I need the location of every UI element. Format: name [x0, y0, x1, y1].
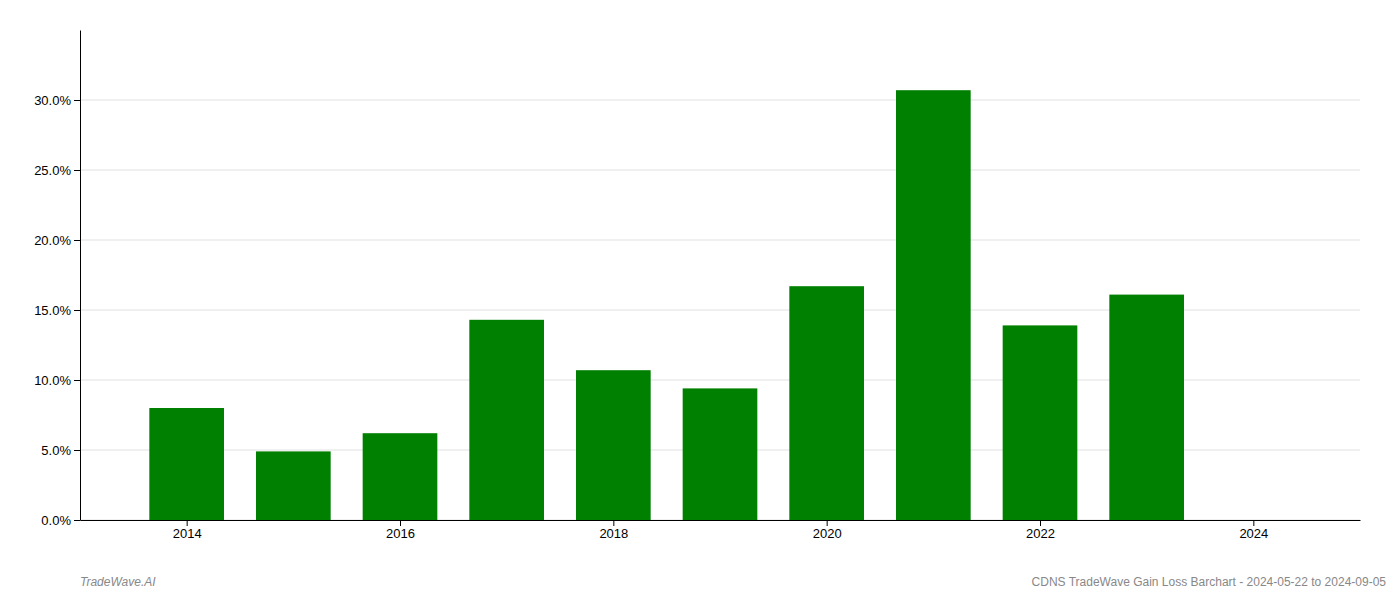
y-axis: 0.0% 5.0% 10.0% 15.0% 20.0% 25.0% 30.0% [34, 31, 80, 528]
x-tick-mark [1040, 520, 1041, 526]
y-tick-mark [74, 520, 80, 521]
y-tick: 15.0% [34, 303, 80, 318]
bar [149, 408, 224, 520]
y-tick-label: 25.0% [34, 163, 71, 178]
y-tick-label: 15.0% [34, 303, 71, 318]
y-tick-label: 5.0% [41, 443, 71, 458]
grid-line [80, 100, 1360, 101]
y-tick-mark [74, 240, 80, 241]
x-axis: 2014 2016 2018 2020 2022 2024 [81, 520, 1361, 541]
x-tick-mark [187, 520, 188, 526]
x-tick: 2022 [1026, 520, 1055, 541]
grid [80, 100, 1360, 520]
chart: 2014 2016 2018 2020 2022 2024 0.0% 5.0% 10.0% 15.… [0, 0, 1400, 600]
annotation: TradeWave.AI [80, 575, 156, 589]
grid-line [80, 170, 1360, 171]
y-tick-label: 30.0% [34, 93, 71, 108]
x-tick-label: 2014 [173, 526, 202, 541]
bar [896, 90, 971, 520]
y-tick-mark [74, 450, 80, 451]
y-tick: 10.0% [34, 373, 80, 388]
x-tick-label: 2016 [386, 526, 415, 541]
y-axis-line [80, 31, 81, 521]
x-tick-label: 2022 [1026, 526, 1055, 541]
y-tick-label: 10.0% [34, 373, 71, 388]
bar [1109, 295, 1184, 520]
plot: 2014 2016 2018 2020 2022 2024 0.0% 5.0% 10.0% 15.… [34, 31, 1360, 542]
y-tick: 20.0% [34, 233, 80, 248]
y-tick: 0.0% [41, 513, 80, 528]
y-tick: 5.0% [41, 443, 80, 458]
x-axis-line [81, 520, 1361, 521]
x-tick-mark [1253, 520, 1254, 526]
y-tick-label: 0.0% [41, 513, 71, 528]
bar [469, 320, 544, 520]
x-tick-mark [400, 520, 401, 526]
bars [149, 90, 1184, 520]
x-tick: 2020 [813, 520, 842, 541]
x-tick: 2018 [599, 520, 628, 541]
y-tick-mark [74, 100, 80, 101]
y-tick-label: 20.0% [34, 233, 71, 248]
y-tick-mark [74, 310, 80, 311]
x-tick: 2014 [173, 520, 202, 541]
bar [1003, 325, 1078, 520]
bar [683, 388, 758, 520]
bar [576, 370, 651, 520]
y-tick-mark [74, 170, 80, 171]
bar [789, 286, 864, 520]
annotation: CDNS TradeWave Gain Loss Barchart - 2024… [1032, 575, 1387, 589]
x-tick-mark [613, 520, 614, 526]
x-tick: 2024 [1239, 520, 1268, 541]
x-tick-mark [827, 520, 828, 526]
x-tick: 2016 [386, 520, 415, 541]
x-tick-label: 2020 [813, 526, 842, 541]
y-tick-mark [74, 380, 80, 381]
y-tick: 30.0% [34, 93, 80, 108]
bar [256, 451, 331, 520]
x-tick-label: 2018 [599, 526, 628, 541]
bar [363, 433, 438, 520]
grid-line [80, 240, 1360, 241]
x-tick-label: 2024 [1239, 526, 1268, 541]
y-tick: 25.0% [34, 163, 80, 178]
